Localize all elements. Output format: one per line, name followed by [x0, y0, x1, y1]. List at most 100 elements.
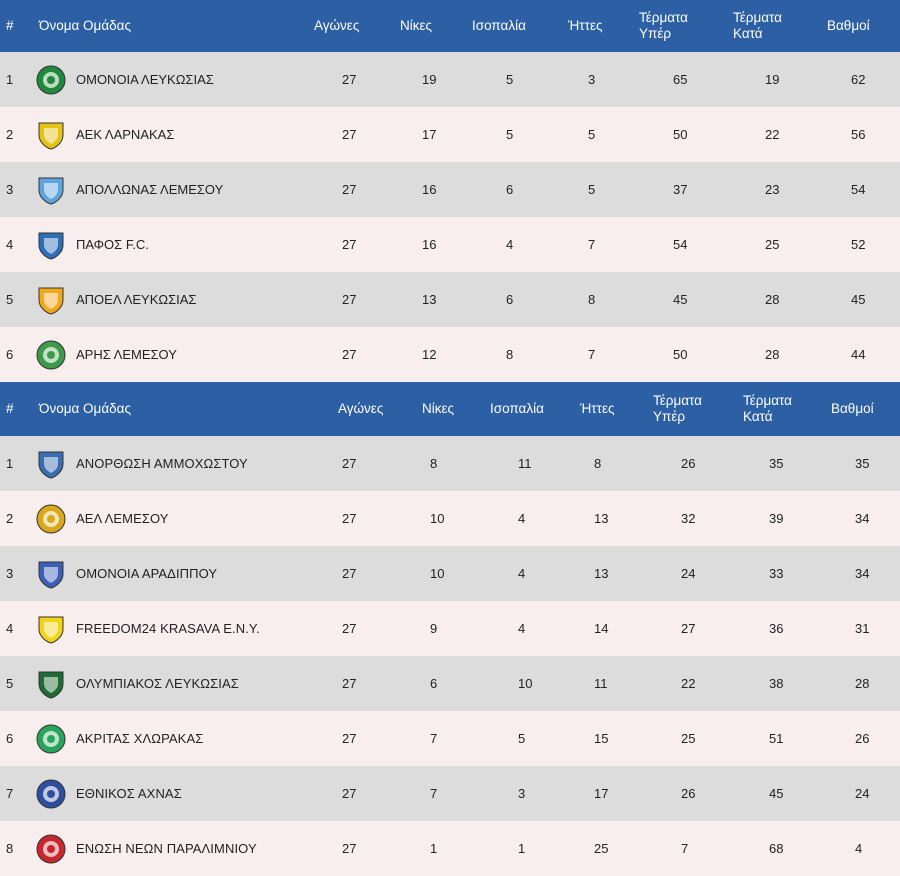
- position-cell: 6: [6, 347, 14, 362]
- position-cell: 4: [6, 237, 14, 252]
- points-cell: 26: [855, 731, 870, 746]
- team-cell[interactable]: FREEDOM24 KRASAVA E.N.Y.: [34, 601, 338, 656]
- team-cell[interactable]: ΟΜΟΝΟΙΑ ΑΡΑΔΙΠΠΟΥ: [34, 546, 338, 601]
- points-cell: 54: [851, 182, 866, 197]
- wins-cell: 9: [430, 621, 438, 636]
- position-cell: 2: [6, 127, 14, 142]
- table-row[interactable]: 3 ΟΜΟΝΟΙΑ ΑΡΑΔΙΠΠΟΥ 27 10 4 13 24 33 34: [0, 546, 900, 601]
- losses-cell: 11: [594, 676, 608, 691]
- header-losses: Ήττες: [568, 18, 603, 33]
- aek-larnaca-logo-icon: [34, 118, 68, 152]
- draws-cell: 8: [506, 347, 514, 362]
- goals-against-cell: 33: [769, 566, 784, 581]
- table-row[interactable]: 7 ΕΘΝΙΚΟΣ ΑΧΝΑΣ 27 7 3 17 26 45 24: [0, 766, 900, 821]
- header-points: Βαθμοί: [831, 401, 874, 416]
- points-cell: 56: [851, 127, 866, 142]
- team-cell[interactable]: ΕΝΩΣΗ ΝΕΩΝ ΠΑΡΑΛΙΜΝΙΟΥ: [34, 821, 338, 876]
- table-row[interactable]: 6 ΑΡΗΣ ΛΕΜΕΣΟΥ 27 12 8 7 50 28 44: [0, 327, 900, 382]
- table-row[interactable]: 6 ΑΚΡΙΤΑΣ ΧΛΩΡΑΚΑΣ 27 7 5 15 25 51 26: [0, 711, 900, 766]
- played-cell: 27: [342, 347, 357, 362]
- losses-cell: 3: [588, 72, 596, 87]
- draws-cell: 5: [506, 127, 514, 142]
- team-name[interactable]: ΟΜΟΝΟΙΑ ΑΡΑΔΙΠΠΟΥ: [76, 566, 218, 581]
- goals-for-cell: 7: [681, 841, 689, 856]
- team-name[interactable]: FREEDOM24 KRASAVA E.N.Y.: [76, 621, 260, 636]
- team-cell[interactable]: ΑΕΚ ΛΑΡΝΑΚΑΣ: [34, 107, 314, 162]
- wins-cell: 17: [422, 127, 437, 142]
- table-row[interactable]: 4 ΠΑΦΟΣ F.C. 27 16 4 7 54 25 52: [0, 217, 900, 272]
- team-cell[interactable]: ΑΚΡΙΤΑΣ ΧΛΩΡΑΚΑΣ: [34, 711, 338, 766]
- team-name[interactable]: ΕΘΝΙΚΟΣ ΑΧΝΑΣ: [76, 786, 182, 801]
- team-name[interactable]: ΑΕΛ ΛΕΜΕΣΟΥ: [76, 511, 169, 526]
- table-row[interactable]: 8 ΕΝΩΣΗ ΝΕΩΝ ΠΑΡΑΛΙΜΝΙΟΥ 27 1 1 25 7 68 4: [0, 821, 900, 876]
- apollon-logo-icon: [34, 173, 68, 207]
- points-cell: 31: [855, 621, 870, 636]
- team-name[interactable]: ΑΡΗΣ ΛΕΜΕΣΟΥ: [76, 347, 177, 362]
- header-pos: #: [6, 18, 14, 33]
- team-cell[interactable]: ΑΠΟΛΛΩΝΑΣ ΛΕΜΕΣΟΥ: [34, 162, 314, 217]
- team-name[interactable]: ΑΚΡΙΤΑΣ ΧΛΩΡΑΚΑΣ: [76, 731, 204, 746]
- header-team: Όνομα Ομάδας: [39, 18, 131, 33]
- losses-cell: 13: [594, 511, 609, 526]
- goals-against-cell: 38: [769, 676, 784, 691]
- goals-against-cell: 23: [765, 182, 780, 197]
- goals-for-cell: 22: [681, 676, 696, 691]
- table-row[interactable]: 5 ΑΠΟΕΛ ΛΕΥΚΩΣΙΑΣ 27 13 6 8 45 28 45: [0, 272, 900, 327]
- team-name[interactable]: ΟΛΥΜΠΙΑΚΟΣ ΛΕΥΚΩΣΙΑΣ: [76, 676, 239, 691]
- wins-cell: 7: [430, 731, 438, 746]
- team-name[interactable]: ΑΠΟΛΛΩΝΑΣ ΛΕΜΕΣΟΥ: [76, 182, 224, 197]
- wins-cell: 7: [430, 786, 438, 801]
- position-cell: 1: [6, 456, 14, 471]
- losses-cell: 8: [594, 456, 602, 471]
- team-cell[interactable]: ΕΘΝΙΚΟΣ ΑΧΝΑΣ: [34, 766, 338, 821]
- championship-group-table: # Όνομα Ομάδας Αγώνες Νίκες Ισοπαλία Ήττ…: [0, 0, 900, 382]
- table-row[interactable]: 3 ΑΠΟΛΛΩΝΑΣ ΛΕΜΕΣΟΥ 27 16 6 5 37 23 54: [0, 162, 900, 217]
- omonoia-logo-icon: [34, 63, 68, 97]
- team-name[interactable]: ΟΜΟΝΟΙΑ ΛΕΥΚΩΣΙΑΣ: [76, 72, 214, 87]
- position-cell: 1: [6, 72, 14, 87]
- wins-cell: 8: [430, 456, 438, 471]
- team-cell[interactable]: ΟΜΟΝΟΙΑ ΛΕΥΚΩΣΙΑΣ: [34, 52, 314, 107]
- team-name[interactable]: ΑΝΟΡΘΩΣΗ ΑΜΜΟΧΩΣΤΟΥ: [76, 456, 248, 471]
- goals-against-cell: 28: [765, 347, 780, 362]
- losses-cell: 15: [594, 731, 609, 746]
- aris-logo-icon: [34, 338, 68, 372]
- pafos-logo-icon: [34, 228, 68, 262]
- team-name[interactable]: ΑΠΟΕΛ ΛΕΥΚΩΣΙΑΣ: [76, 292, 197, 307]
- goals-for-cell: 32: [681, 511, 696, 526]
- team-cell[interactable]: ΑΝΟΡΘΩΣΗ ΑΜΜΟΧΩΣΤΟΥ: [34, 436, 338, 491]
- losses-cell: 7: [588, 237, 596, 252]
- team-cell[interactable]: ΠΑΦΟΣ F.C.: [34, 217, 314, 272]
- played-cell: 27: [342, 292, 357, 307]
- omonoia-aradippou-logo-icon: [34, 557, 68, 591]
- goals-for-cell: 37: [673, 182, 688, 197]
- ael-logo-icon: [34, 502, 68, 536]
- header-goals-against: Τέρματα Κατά: [743, 393, 792, 424]
- table-row[interactable]: 2 ΑΕΚ ΛΑΡΝΑΚΑΣ 27 17 5 5 50 22 56: [0, 107, 900, 162]
- table-row[interactable]: 4 FREEDOM24 KRASAVA E.N.Y. 27 9 4 14 27 36 31: [0, 601, 900, 656]
- team-cell[interactable]: ΑΕΛ ΛΕΜΕΣΟΥ: [34, 491, 338, 546]
- table-row[interactable]: 1 ΑΝΟΡΘΩΣΗ ΑΜΜΟΧΩΣΤΟΥ 27 8 11 8 26 35 35: [0, 436, 900, 491]
- team-name[interactable]: ΑΕΚ ΛΑΡΝΑΚΑΣ: [76, 127, 175, 142]
- wins-cell: 13: [422, 292, 437, 307]
- played-cell: 27: [342, 182, 357, 197]
- wins-cell: 16: [422, 182, 437, 197]
- table-row[interactable]: 2 ΑΕΛ ΛΕΜΕΣΟΥ 27 10 4 13 32 39 34: [0, 491, 900, 546]
- draws-cell: 4: [518, 566, 526, 581]
- team-name[interactable]: ΠΑΦΟΣ F.C.: [76, 237, 149, 252]
- team-cell[interactable]: ΑΠΟΕΛ ΛΕΥΚΩΣΙΑΣ: [34, 272, 314, 327]
- apoel-logo-icon: [34, 283, 68, 317]
- table-row[interactable]: 1 ΟΜΟΝΟΙΑ ΛΕΥΚΩΣΙΑΣ 27 19 5 3 65 19 62: [0, 52, 900, 107]
- table-row[interactable]: 5 ΟΛΥΜΠΙΑΚΟΣ ΛΕΥΚΩΣΙΑΣ 27 6 10 11 22 38 28: [0, 656, 900, 711]
- team-cell[interactable]: ΟΛΥΜΠΙΑΚΟΣ ΛΕΥΚΩΣΙΑΣ: [34, 656, 338, 711]
- team-cell[interactable]: ΑΡΗΣ ΛΕΜΕΣΟΥ: [34, 327, 314, 382]
- goals-against-cell: 28: [765, 292, 780, 307]
- wins-cell: 19: [422, 72, 437, 87]
- position-cell: 8: [6, 841, 14, 856]
- team-name[interactable]: ΕΝΩΣΗ ΝΕΩΝ ΠΑΡΑΛΙΜΝΙΟΥ: [76, 841, 257, 856]
- enp-logo-icon: [34, 832, 68, 866]
- goals-against-cell: 51: [769, 731, 784, 746]
- points-cell: 34: [855, 511, 870, 526]
- goals-against-cell: 68: [769, 841, 784, 856]
